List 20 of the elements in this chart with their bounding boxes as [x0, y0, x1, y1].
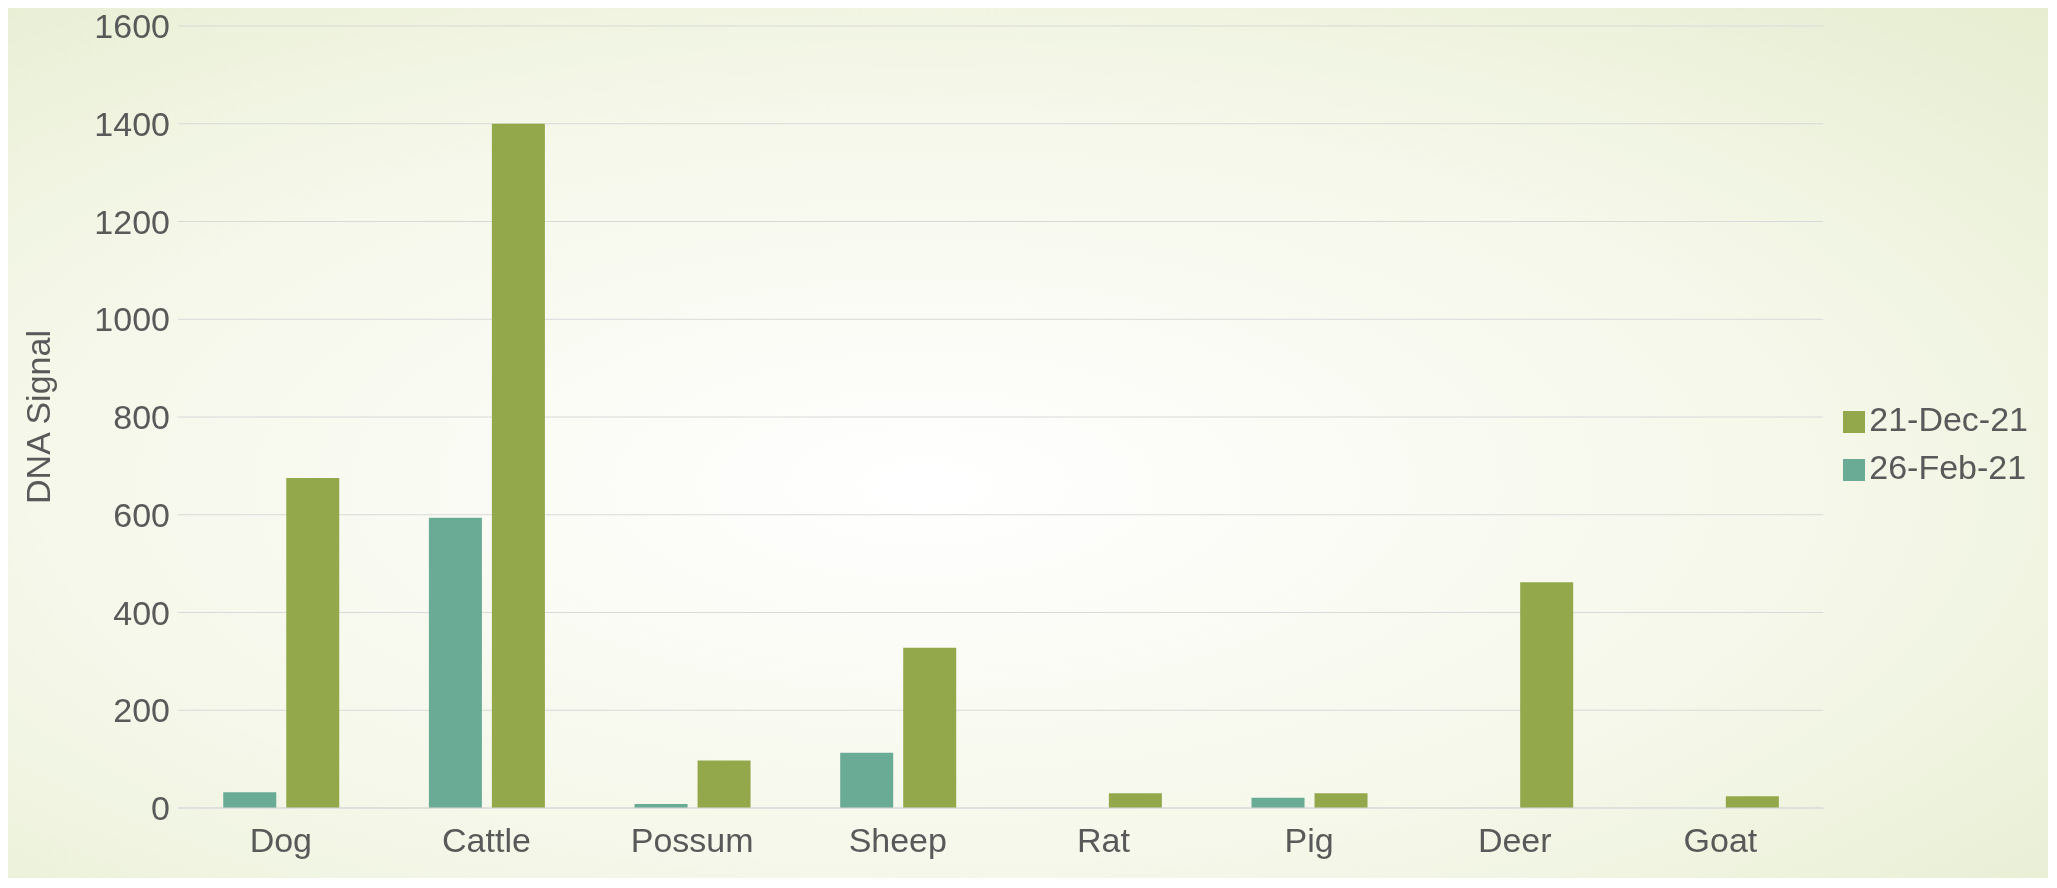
x-tick-label: Possum: [630, 821, 754, 860]
x-tick-label: Deer: [1477, 821, 1552, 860]
y-tick-label: 1200: [94, 202, 170, 241]
y-tick-label: 600: [113, 495, 170, 534]
x-tick-label: Pig: [1284, 821, 1334, 860]
y-tick-label: 400: [113, 593, 170, 632]
x-tick-label: Goat: [1683, 821, 1758, 860]
y-tick-label: 1400: [94, 104, 170, 143]
y-tick-label: 800: [113, 398, 170, 437]
legend-label: 26-Feb-21: [1869, 448, 2027, 486]
x-tick-label: Dog: [249, 821, 313, 860]
y-tick-label: 200: [113, 691, 170, 730]
x-tick-label: Sheep: [848, 821, 947, 860]
y-tick-label: 1000: [94, 300, 170, 339]
x-tick-label: Cattle: [442, 821, 531, 860]
x-tick-label: Rat: [1076, 821, 1131, 860]
y-tick-label: 0: [151, 789, 170, 828]
y-tick-label: 1600: [94, 7, 170, 46]
legend-label: 21-Dec-21: [1869, 400, 2028, 438]
y-axis-title: DNA Signal: [19, 330, 58, 504]
